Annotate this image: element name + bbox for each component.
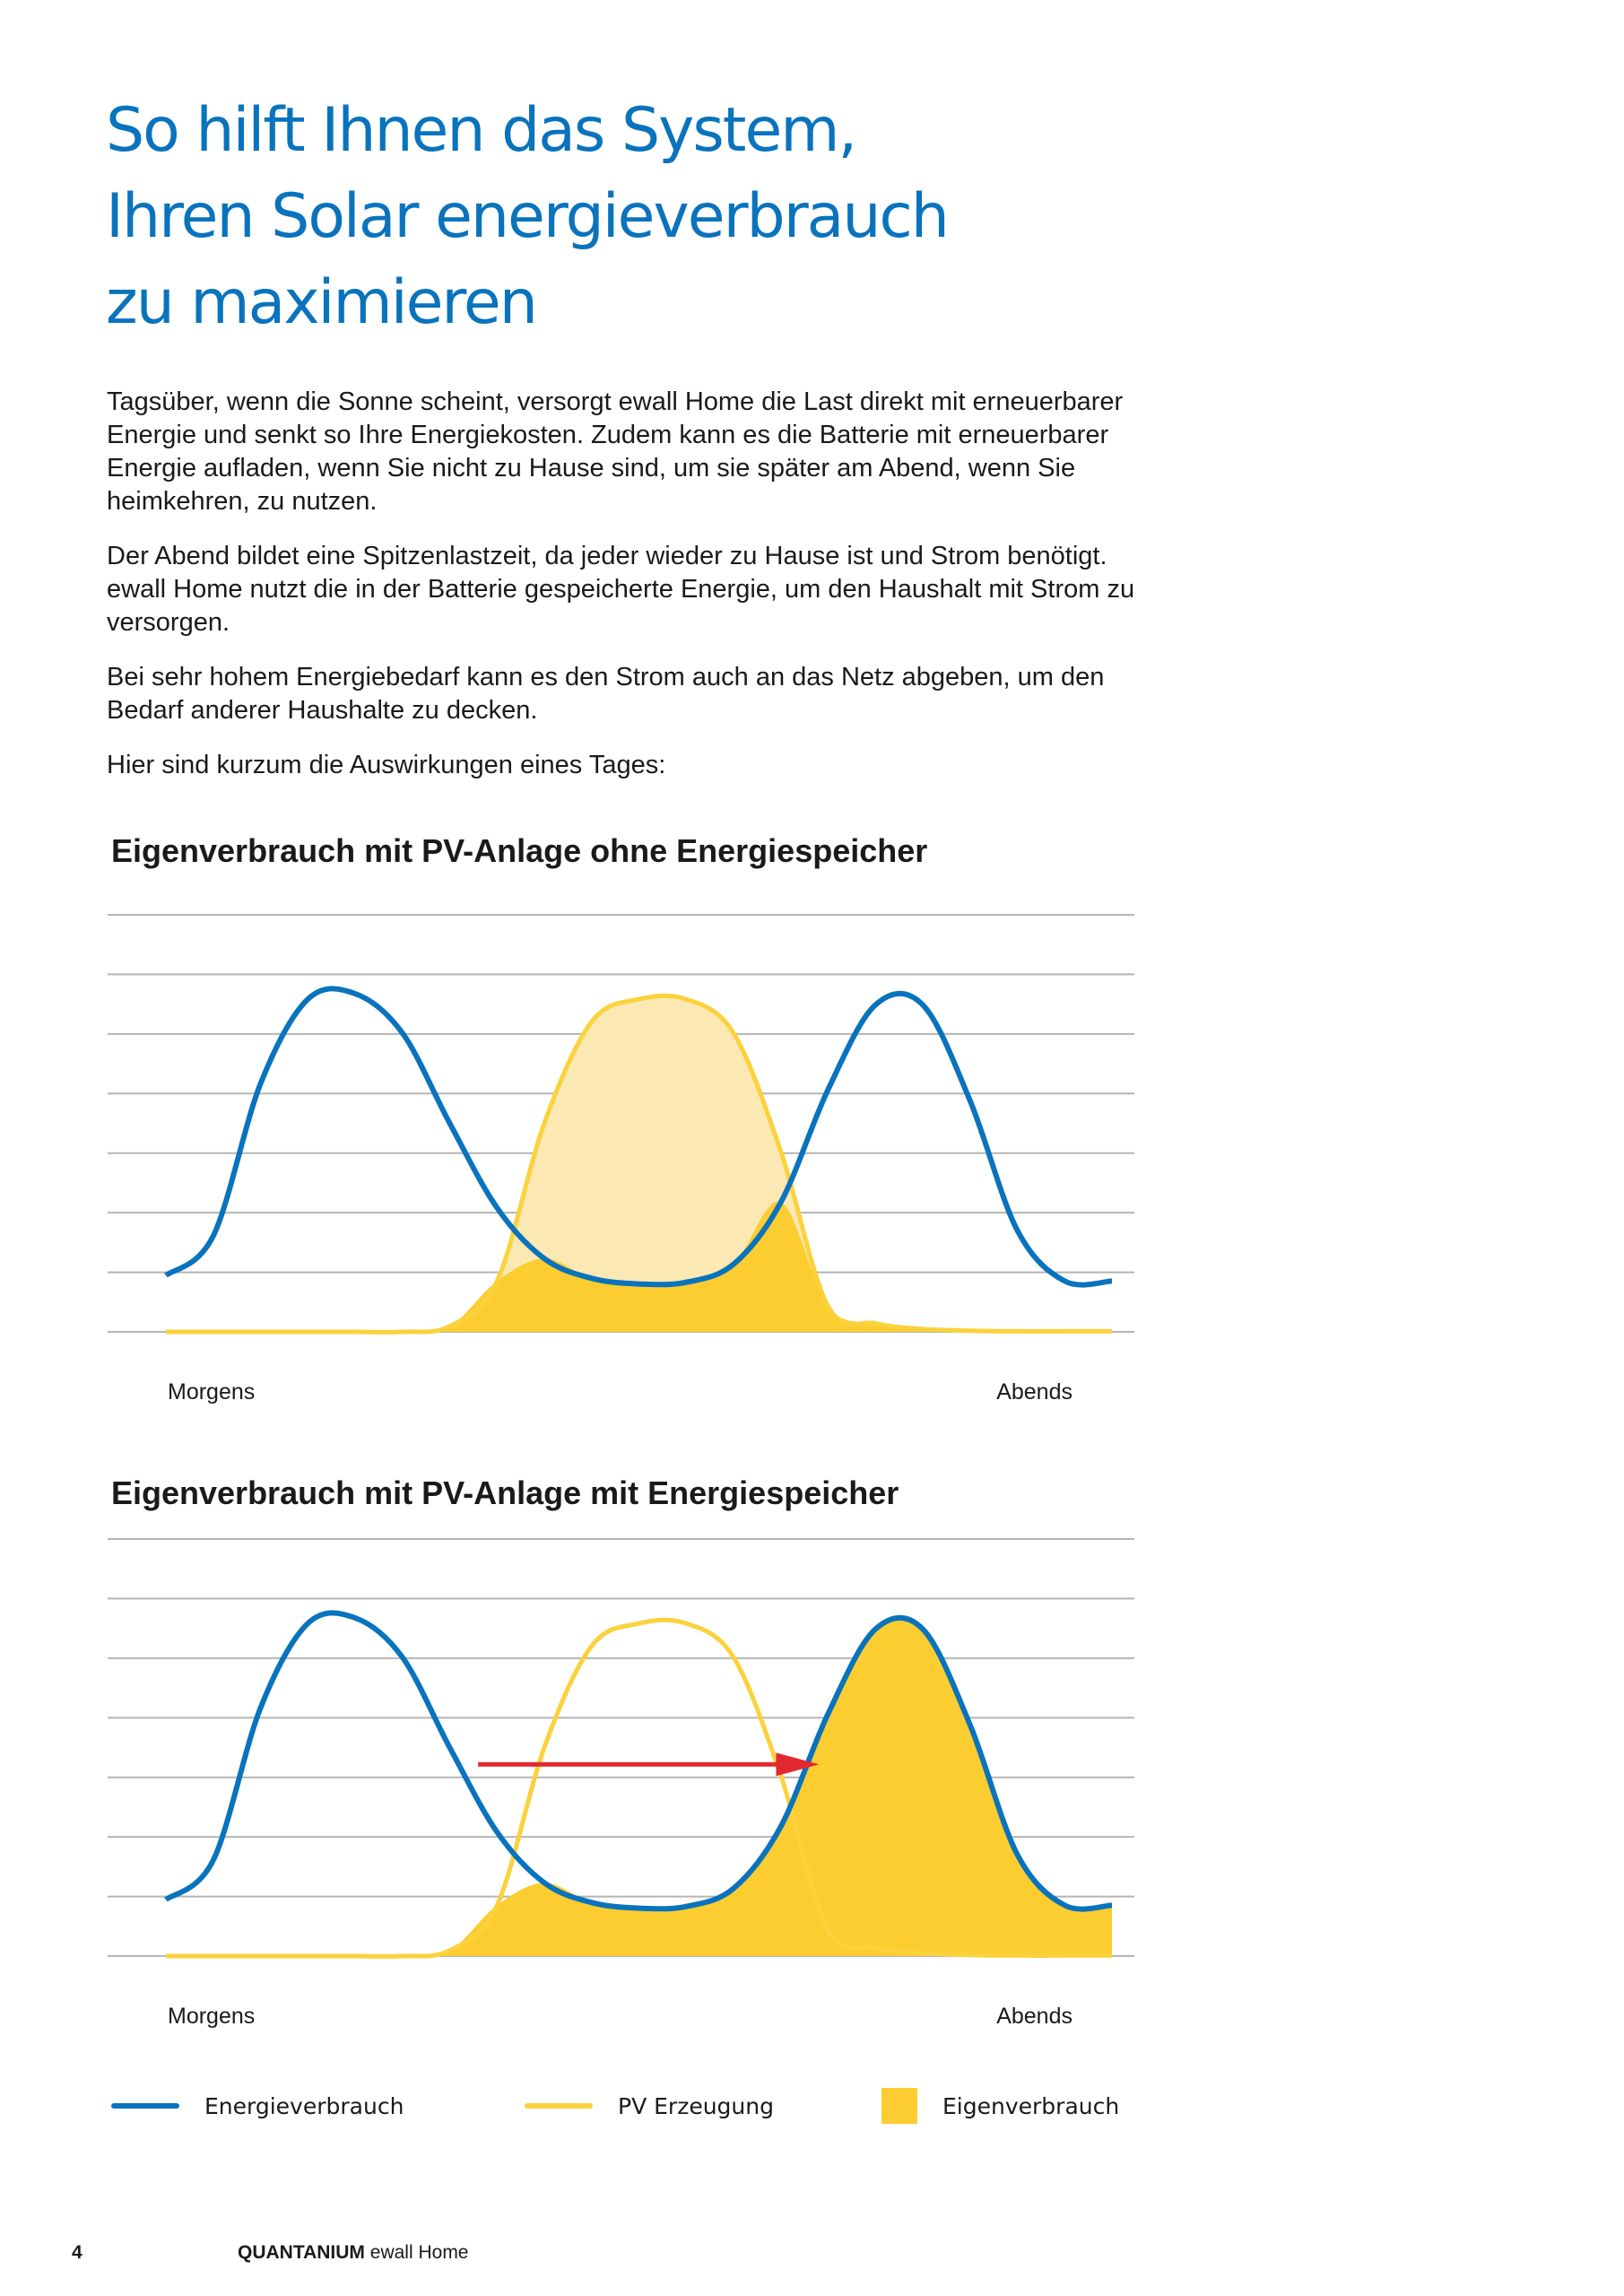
intro-paragraph-2: Der Abend bildet eine Spitzenlastzeit, d…	[107, 542, 1135, 637]
legend-self-consumption-label: Eigenverbrauch	[942, 2092, 1120, 2119]
page-title-line-1: So hilft Ihnen das System,	[106, 95, 857, 166]
page-title-line-2: Ihren Solar energieverbrauch	[106, 181, 950, 252]
footer-product: ewall Home	[369, 2242, 469, 2263]
pv-production-line	[166, 1617, 1112, 1959]
chart-with-storage: Morgens Abends	[108, 1538, 1134, 2029]
footer-brand: QUANTANIUM	[238, 2242, 365, 2263]
self-consumption-area	[166, 1617, 1112, 1957]
legend-pv-label: PV Erzeugung	[618, 2092, 774, 2119]
legend-consumption-label: Energieverbrauch	[204, 2092, 404, 2119]
legend-item-consumption: Energieverbrauch	[111, 2079, 404, 2133]
intro-paragraph-3: Bei sehr hohem Energiebedarf kann es den…	[107, 663, 1105, 725]
legend: Energieverbrauch PV Erzeugung Eigenverbr…	[0, 2079, 1624, 2133]
legend-consumption-line-icon	[111, 2103, 179, 2109]
legend-item-self-consumption: Eigenverbrauch	[881, 2079, 1119, 2133]
page-title-line-3: zu maximieren	[106, 267, 538, 338]
page-number: 4	[72, 2242, 83, 2263]
chart-2-title: Eigenverbrauch mit PV-Anlage mit Energie…	[111, 1474, 899, 1511]
pv-surplus-area	[166, 996, 1112, 1333]
footer-brand-line: QUANTANIUM ewall Home	[238, 2242, 469, 2264]
page-title: So hilft Ihnen das System, Ihren Solar e…	[106, 88, 1182, 346]
consumption-line	[164, 986, 1113, 1288]
self-consumption-area	[166, 1201, 1112, 1333]
pv-production-line	[166, 993, 1112, 1335]
x-label-end: Abends	[996, 2004, 1073, 2029]
storage-shift-arrowhead-icon	[776, 1752, 820, 1777]
legend-self-consumption-swatch-icon	[881, 2088, 917, 2124]
intro-paragraph-1: Tagsüber, wenn die Sonne scheint, versor…	[107, 387, 1124, 516]
chart-1-title: Eigenverbrauch mit PV-Anlage ohne Energi…	[111, 832, 928, 869]
legend-item-pv: PV Erzeugung	[525, 2079, 774, 2133]
chart-without-storage: Morgens Abends	[108, 914, 1134, 1405]
legend-pv-line-icon	[525, 2103, 593, 2109]
x-label-end: Abends	[996, 1379, 1073, 1405]
intro-text: Tagsüber, wenn die Sonne scheint, versor…	[107, 386, 1147, 804]
x-label-start: Morgens	[168, 1379, 255, 1405]
x-label-start: Morgens	[168, 2004, 255, 2029]
intro-paragraph-4: Hier sind kurzum die Auswirkungen eines …	[107, 751, 666, 779]
consumption-line	[164, 1610, 1113, 1912]
